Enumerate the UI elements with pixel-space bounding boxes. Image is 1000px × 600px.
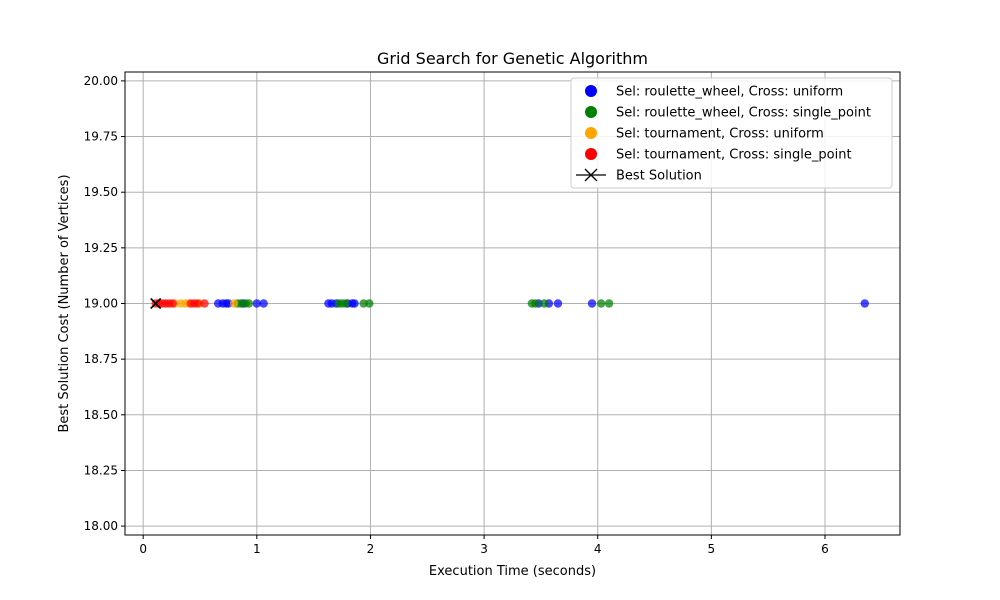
- chart-title: Grid Search for Genetic Algorithm: [377, 49, 648, 68]
- x-tick-label: 4: [594, 542, 602, 556]
- data-point-series-1: [350, 299, 359, 308]
- data-point-series-2: [341, 299, 350, 308]
- legend-label: Sel: roulette_wheel, Cross: uniform: [616, 85, 843, 100]
- data-point-series-2: [365, 299, 374, 308]
- x-tick-label: 1: [253, 542, 261, 556]
- data-point-series-4: [193, 299, 202, 308]
- legend-box: [570, 77, 893, 189]
- legend-label: Best Solution: [616, 169, 702, 184]
- legend-marker: [585, 127, 597, 139]
- x-tick-label: 3: [480, 542, 488, 556]
- grid: [125, 72, 900, 535]
- legend-marker: [585, 85, 597, 97]
- legend-label: Sel: tournament, Cross: uniform: [616, 127, 824, 142]
- y-tick-label: 19.75: [84, 130, 118, 144]
- axis-ticks: 0 1 2 3 4 5 6 18.00 18.25 18.50 18.75 19.00 19.25 19.…: [84, 74, 829, 556]
- data-point-series-1: [587, 299, 597, 308]
- data-point-series-2: [540, 299, 549, 308]
- legend-label: Sel: roulette_wheel, Cross: single_point: [616, 106, 871, 121]
- data-point-series-1: [553, 299, 563, 308]
- legend-marker: [585, 148, 597, 160]
- x-axis-label: Execution Time (seconds): [429, 564, 596, 579]
- y-axis-label: Best Solution Cost (Number of Vertices): [57, 174, 72, 432]
- y-tick-label: 18.50: [84, 408, 118, 422]
- legend: Sel: roulette_wheel, Cross: uniform Sel: …: [570, 77, 893, 189]
- data-points: [150, 297, 869, 310]
- y-tick-label: 19.50: [84, 185, 118, 199]
- data-point-series-1: [860, 299, 869, 308]
- data-point-series-1: [252, 299, 262, 308]
- data-point-series-4: [168, 299, 177, 308]
- data-point-series-2: [531, 299, 540, 308]
- y-tick-label: 18.00: [84, 519, 118, 533]
- y-tick-label: 19.25: [84, 241, 118, 255]
- y-tick-label: 20.00: [84, 74, 118, 88]
- data-point-series-4: [200, 299, 209, 308]
- y-tick-label: 18.25: [84, 463, 118, 477]
- legend-label: Sel: tournament, Cross: single_point: [616, 148, 852, 163]
- data-point-series-1: [259, 299, 268, 308]
- data-point-series-3: [229, 299, 239, 308]
- x-tick-label: 6: [821, 542, 829, 556]
- x-tick-label: 2: [367, 542, 375, 556]
- x-tick-label: 5: [708, 542, 716, 556]
- legend-marker-best-solution: [576, 168, 606, 182]
- data-point-series-2: [596, 299, 606, 308]
- data-point-series-2: [244, 299, 254, 308]
- data-point-series-2: [604, 299, 614, 308]
- y-tick-label: 18.75: [84, 352, 118, 366]
- legend-marker: [585, 106, 597, 118]
- y-tick-label: 19.00: [84, 297, 118, 311]
- best-solution-marker: [150, 297, 162, 310]
- x-tick-label: 0: [139, 542, 147, 556]
